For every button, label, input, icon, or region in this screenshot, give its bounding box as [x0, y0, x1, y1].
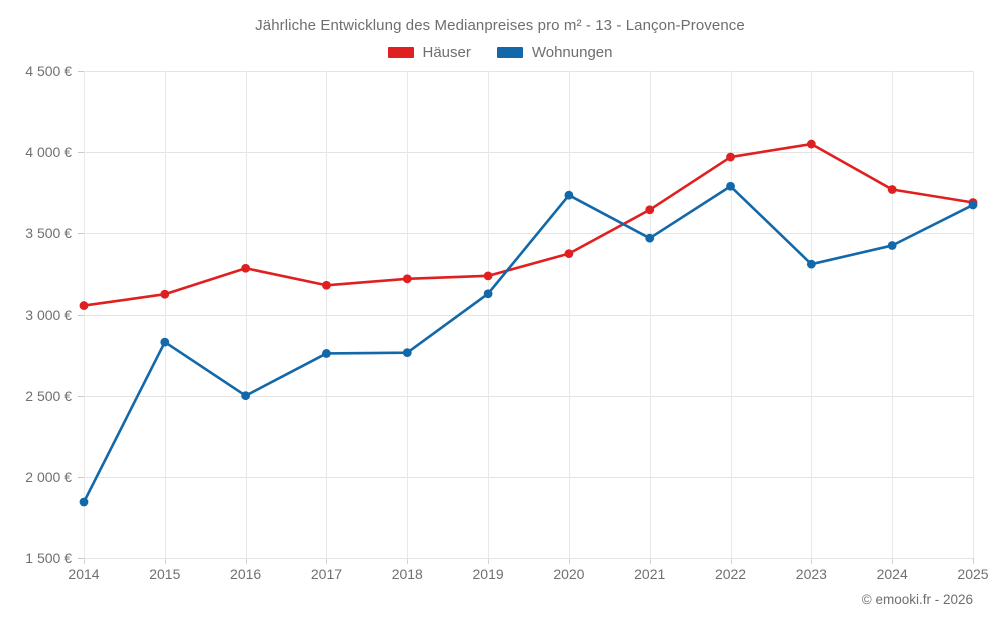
gridline-horizontal: [84, 233, 973, 235]
gridline-vertical: [568, 71, 570, 558]
gridline-horizontal: [84, 71, 973, 72]
gridline-vertical: [326, 71, 328, 558]
legend-item-hauser[interactable]: Häuser: [387, 44, 471, 61]
x-axis-tick-mark: [811, 558, 813, 564]
gridline-vertical: [488, 71, 490, 558]
legend-swatch-wohnungen: [496, 47, 523, 58]
x-axis-tick-mark: [730, 558, 732, 564]
legend-item-wohnungen[interactable]: Wohnungen: [496, 44, 613, 61]
gridline-horizontal: [84, 314, 973, 316]
y-axis-tick-label: 2 500 €: [25, 387, 72, 404]
gridline-vertical: [84, 71, 85, 558]
x-axis-tick-label: 2016: [230, 566, 262, 582]
y-axis-tick-label: 4 500 €: [25, 63, 72, 79]
x-axis-tick-label: 2018: [391, 566, 423, 582]
y-axis-tick-mark: [78, 233, 84, 235]
x-axis-tick-label: 2024: [876, 566, 908, 582]
x-axis-tick-mark: [407, 558, 409, 564]
gridline-horizontal: [84, 476, 973, 478]
plot-area: [84, 71, 974, 559]
y-axis-tick-label: 4 000 €: [25, 144, 72, 161]
y-axis-tick-mark: [78, 395, 84, 397]
x-axis-tick-label: 2021: [634, 566, 666, 582]
x-axis-tick-mark: [326, 558, 328, 564]
y-axis-tick-label: 3 000 €: [25, 306, 72, 323]
x-axis-tick-mark: [164, 558, 166, 564]
y-axis-tick-label: 1 500 €: [25, 550, 72, 566]
x-axis-tick-mark: [84, 558, 85, 564]
x-axis-tick-mark: [488, 558, 490, 564]
y-axis-tick-label: 2 000 €: [25, 468, 72, 485]
x-axis-tick-label: 2017: [310, 566, 343, 582]
y-axis-tick-mark: [78, 558, 84, 559]
x-axis-tick-label: 2025: [957, 566, 989, 582]
y-axis-tick-mark: [78, 71, 84, 72]
chart-legend: Häuser Wohnungen: [0, 44, 1000, 61]
x-axis-tick-mark: [973, 558, 974, 564]
y-axis-tick-mark: [78, 314, 84, 316]
x-axis-tick-label: 2022: [714, 566, 747, 582]
gridline-horizontal: [84, 395, 973, 397]
gridline-horizontal: [84, 558, 973, 559]
x-axis-tick-mark: [649, 558, 651, 564]
legend-label-wohnungen: Wohnungen: [531, 44, 613, 61]
gridline-horizontal: [84, 152, 973, 154]
y-axis-tick-mark: [78, 152, 84, 154]
x-axis-tick-label: 2014: [68, 566, 100, 582]
x-axis-tick-label: 2019: [472, 566, 504, 582]
x-axis-tick-mark: [892, 558, 894, 564]
gridline-vertical: [649, 71, 651, 558]
x-axis-tick-label: 2015: [149, 566, 181, 582]
gridline-vertical: [811, 71, 813, 558]
x-axis-tick-label: 2020: [553, 566, 585, 582]
gridline-vertical: [730, 71, 732, 558]
x-axis-tick-mark: [245, 558, 247, 564]
chart-title: Jährliche Entwicklung des Medianpreises …: [255, 17, 745, 34]
y-axis-tick-label: 3 500 €: [25, 225, 72, 242]
x-axis-tick-label: 2023: [795, 566, 827, 582]
gridline-vertical: [407, 71, 409, 558]
gridline-vertical: [892, 71, 894, 558]
y-axis-tick-mark: [78, 476, 84, 478]
gridline-vertical: [245, 71, 247, 558]
legend-label-hauser: Häuser: [422, 44, 471, 61]
gridline-vertical: [164, 71, 166, 558]
gridline-vertical: [973, 71, 974, 558]
legend-swatch-hauser: [387, 47, 414, 58]
credit-text: © emooki.fr - 2026: [861, 592, 973, 607]
x-axis-tick-mark: [568, 558, 570, 564]
